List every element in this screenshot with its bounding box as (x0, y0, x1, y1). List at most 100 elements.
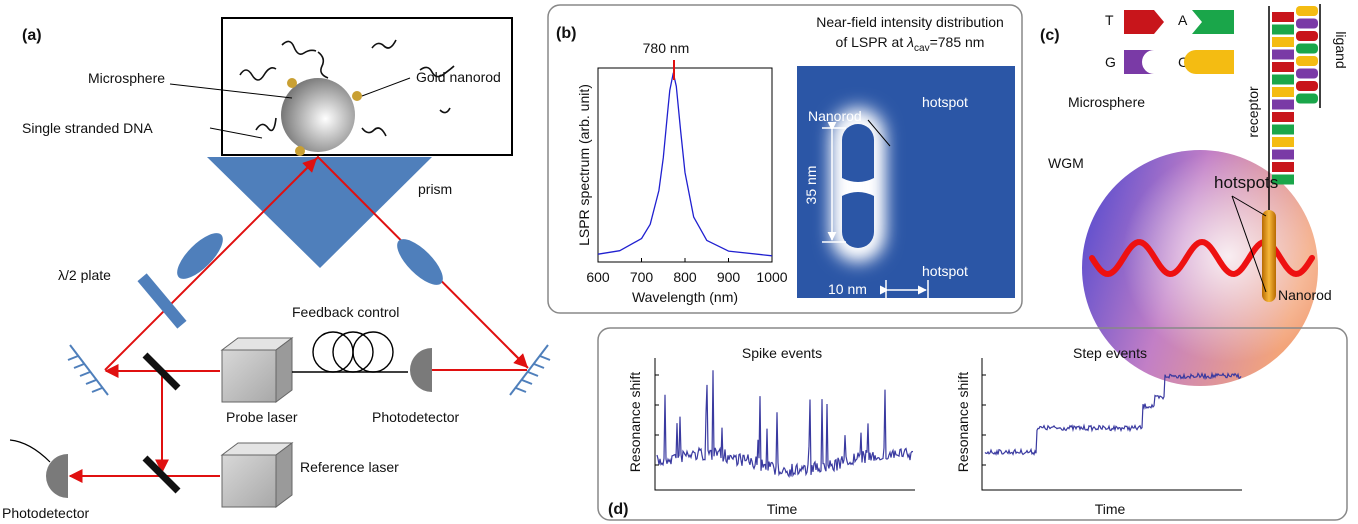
label: hotspot (922, 94, 968, 110)
plot-title: Spike events (742, 345, 822, 361)
gold-nanorods (287, 78, 362, 156)
label: Gold nanorod (416, 69, 501, 85)
panel-label: (a) (22, 27, 42, 44)
label: Probe laser (226, 409, 298, 425)
label: Feedback control (292, 304, 399, 320)
dimension-label: 35 nm (803, 166, 819, 205)
leader (1231, 195, 1267, 217)
beam-splitter (142, 455, 181, 494)
ligand-base (1296, 31, 1318, 41)
x-tick-label: 600 (586, 269, 610, 285)
leader (1231, 195, 1267, 293)
receptor-base (1272, 74, 1294, 85)
x-tick-label: 700 (630, 269, 654, 285)
ligand-base (1296, 68, 1318, 79)
nanorod-bottom (842, 192, 874, 248)
ligand-base (1296, 43, 1318, 54)
prism (207, 157, 432, 268)
leader (169, 83, 293, 99)
dimension-label: 10 nm (828, 281, 867, 297)
x-axis-label: Wavelength (nm) (632, 289, 738, 305)
lens (397, 239, 443, 285)
traces (655, 370, 1242, 479)
intensity-map (797, 66, 1015, 298)
label: Microsphere (88, 70, 165, 86)
label: Photodetector (372, 409, 460, 425)
mirror-left (67, 344, 109, 396)
label: Photodetector (2, 505, 90, 521)
photodetector (46, 454, 68, 498)
x-tick-label: 900 (717, 269, 741, 285)
receptor-base (1272, 24, 1294, 35)
spike-trace (656, 370, 914, 479)
label: Microsphere (1068, 94, 1145, 110)
step-trace (984, 371, 1242, 456)
leader (209, 127, 263, 139)
receptor-base (1272, 49, 1294, 60)
sample-box (221, 17, 513, 156)
label: prism (418, 181, 452, 197)
label: hotspot (922, 263, 968, 279)
map-title: of LSPR at λcav=785 nm (836, 34, 985, 54)
plot-frame (597, 67, 773, 263)
x-tick-label: 1000 (756, 269, 787, 285)
map-title-part: =785 nm (930, 34, 985, 50)
panel-frame (597, 327, 1348, 521)
base-A (1192, 10, 1234, 34)
ligand-base (1296, 6, 1318, 16)
y-axis-label: Resonance shift (627, 372, 643, 473)
nanorod (1262, 210, 1276, 302)
receptor-base (1272, 162, 1294, 172)
dna-stack (1272, 4, 1321, 185)
spectrum-curve (597, 72, 773, 257)
probe-laser (220, 337, 294, 403)
map-title: Near-field intensity distribution (816, 14, 1004, 30)
x-axis-label: Time (1095, 501, 1126, 517)
label: Nanorod (1278, 287, 1332, 303)
panel-label: (b) (556, 25, 576, 42)
panel-label: (d) (608, 501, 628, 518)
receptor-base (1272, 62, 1294, 72)
beam-arrow (509, 349, 528, 368)
receptor-base (1272, 174, 1294, 185)
photodetector (410, 348, 432, 392)
base-C (1184, 50, 1234, 74)
x-tick-label: 800 (673, 269, 697, 285)
fiber (292, 331, 408, 373)
base-label: T (1105, 12, 1114, 28)
label: λ/2 plate (58, 267, 111, 283)
ligand-base (1296, 81, 1318, 91)
lens (177, 233, 223, 279)
panel-frame (547, 4, 1023, 314)
base-G (1124, 50, 1154, 74)
receptor-base (1272, 99, 1294, 110)
y-axis-label: LSPR spectrum (arb. unit) (576, 84, 592, 246)
label: Reference laser (300, 459, 399, 475)
peak-label: 780 nm (643, 40, 690, 56)
panel-label: (c) (1040, 27, 1060, 44)
beam (104, 155, 529, 371)
base-label: A (1178, 12, 1188, 28)
map-title-part: cav (914, 43, 930, 54)
dna-strands (239, 39, 455, 137)
ligand-base (1296, 93, 1318, 104)
beam-splitter (142, 352, 181, 391)
x-axis-label: Time (767, 501, 798, 517)
label: ligand (1333, 31, 1349, 68)
label: hotspots (1214, 173, 1278, 192)
leader (361, 77, 411, 97)
plot-title: Step events (1073, 345, 1147, 361)
axes (981, 358, 1242, 491)
base-T (1124, 10, 1164, 34)
sphere-highlight (1082, 150, 1318, 386)
nanorod-top (842, 124, 874, 182)
ligand-base (1296, 56, 1318, 66)
receptor-base (1272, 137, 1294, 147)
receptor-base (1272, 37, 1294, 47)
y-axis-label: Resonance shift (955, 372, 971, 473)
label: receptor (1245, 86, 1261, 138)
leader (867, 119, 891, 147)
beam-arrow (299, 158, 317, 176)
